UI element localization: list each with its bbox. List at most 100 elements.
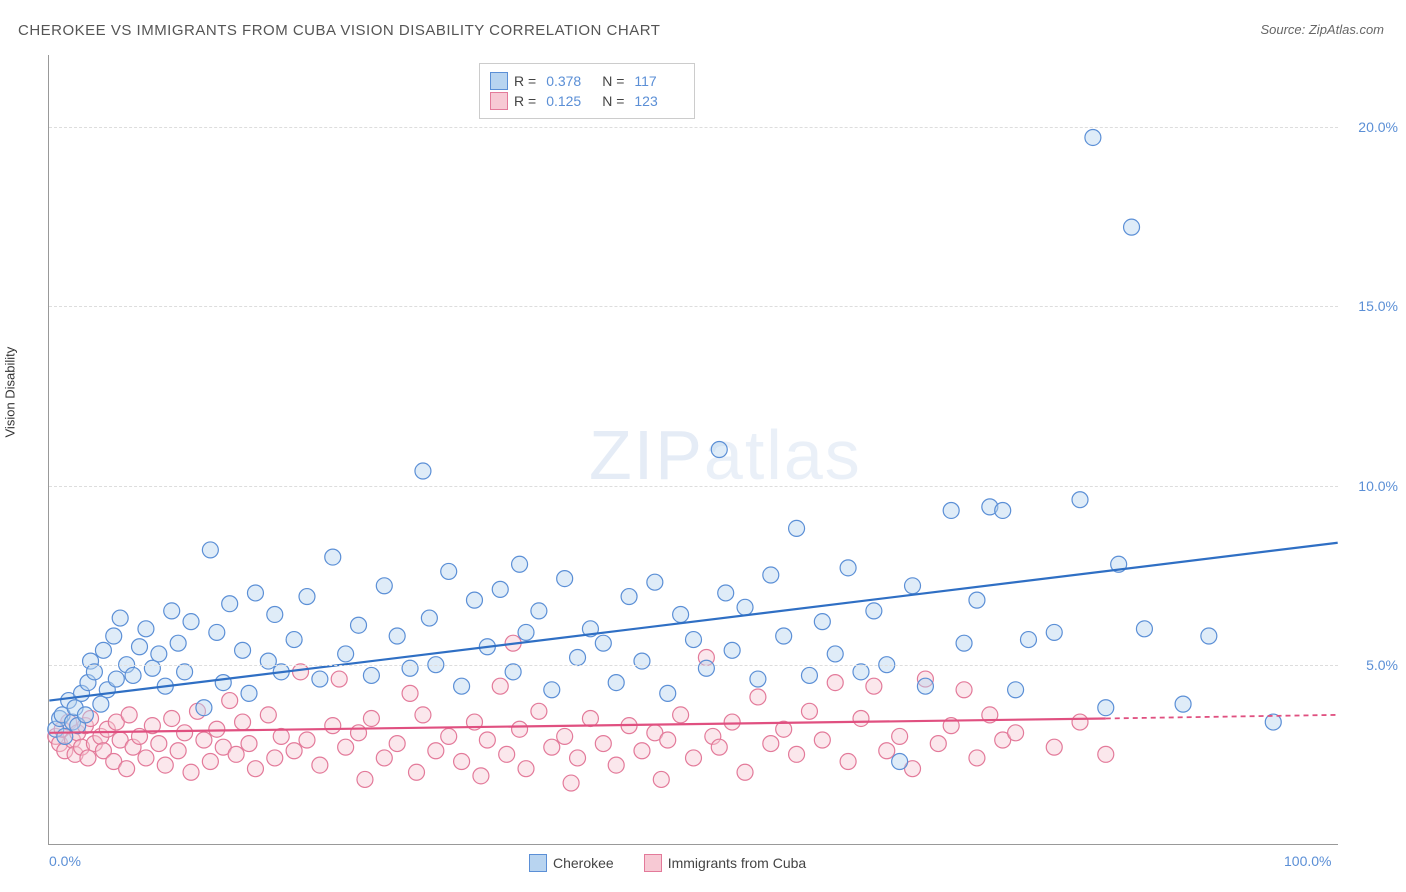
data-point xyxy=(634,653,650,669)
data-point xyxy=(840,560,856,576)
data-point xyxy=(151,646,167,662)
data-point xyxy=(138,750,154,766)
data-point xyxy=(235,714,251,730)
data-point xyxy=(917,678,933,694)
data-point xyxy=(202,542,218,558)
data-point xyxy=(376,750,392,766)
data-point xyxy=(621,589,637,605)
data-point xyxy=(1098,700,1114,716)
data-point xyxy=(454,754,470,770)
data-point xyxy=(421,610,437,626)
data-point xyxy=(389,736,405,752)
source-label: Source: ZipAtlas.com xyxy=(1260,22,1384,37)
data-point xyxy=(686,632,702,648)
data-point xyxy=(357,771,373,787)
x-tick-label: 0.0% xyxy=(49,853,81,869)
data-point xyxy=(750,671,766,687)
data-point xyxy=(80,750,96,766)
data-point xyxy=(1201,628,1217,644)
plot-area: ZIPatlas R = 0.378 N = 117 R = 0.125 N =… xyxy=(48,55,1338,845)
data-point xyxy=(750,689,766,705)
data-point xyxy=(286,632,302,648)
trendline-cuba-extrapolated xyxy=(1106,715,1338,719)
data-point xyxy=(827,675,843,691)
data-point xyxy=(866,678,882,694)
data-point xyxy=(77,707,93,723)
data-point xyxy=(1046,739,1062,755)
data-point xyxy=(454,678,470,694)
swatch-cherokee-icon xyxy=(529,854,547,872)
data-point xyxy=(653,771,669,787)
legend-label: Immigrants from Cuba xyxy=(668,855,806,871)
data-point xyxy=(789,746,805,762)
data-point xyxy=(183,614,199,630)
data-point xyxy=(827,646,843,662)
data-point xyxy=(544,739,560,755)
data-point xyxy=(892,754,908,770)
data-point xyxy=(286,743,302,759)
data-point xyxy=(1008,682,1024,698)
data-point xyxy=(866,603,882,619)
data-point xyxy=(247,585,263,601)
data-point xyxy=(814,614,830,630)
data-point xyxy=(557,571,573,587)
data-point xyxy=(660,685,676,701)
data-point xyxy=(518,624,534,640)
data-point xyxy=(608,757,624,773)
data-point xyxy=(531,603,547,619)
data-point xyxy=(711,739,727,755)
data-point xyxy=(415,463,431,479)
data-point xyxy=(943,502,959,518)
data-point xyxy=(479,732,495,748)
data-point xyxy=(331,671,347,687)
data-point xyxy=(801,703,817,719)
data-point xyxy=(247,761,263,777)
data-point xyxy=(209,624,225,640)
data-point xyxy=(351,617,367,633)
data-point xyxy=(969,750,985,766)
data-point xyxy=(1046,624,1062,640)
legend-series: Cherokee Immigrants from Cuba xyxy=(529,854,806,872)
data-point xyxy=(892,728,908,744)
data-point xyxy=(106,628,122,644)
data-point xyxy=(724,642,740,658)
data-point xyxy=(995,502,1011,518)
data-point xyxy=(389,628,405,644)
data-point xyxy=(170,743,186,759)
data-point xyxy=(608,675,624,691)
data-point xyxy=(789,520,805,536)
data-point xyxy=(512,721,528,737)
data-point xyxy=(132,639,148,655)
data-point xyxy=(428,743,444,759)
data-point xyxy=(409,764,425,780)
data-point xyxy=(121,707,137,723)
y-axis-label: Vision Disability xyxy=(3,347,18,438)
data-point xyxy=(267,750,283,766)
data-point xyxy=(157,757,173,773)
data-point xyxy=(466,592,482,608)
y-tick-label: 10.0% xyxy=(1358,478,1398,494)
y-tick-label: 15.0% xyxy=(1358,298,1398,314)
data-point xyxy=(499,746,515,762)
data-point xyxy=(570,750,586,766)
legend-item: Cherokee xyxy=(529,854,614,872)
data-point xyxy=(363,667,379,683)
gridline xyxy=(49,306,1338,307)
data-point xyxy=(1098,746,1114,762)
y-tick-label: 5.0% xyxy=(1366,657,1398,673)
data-point xyxy=(402,660,418,676)
data-point xyxy=(312,671,328,687)
data-point xyxy=(969,592,985,608)
data-point xyxy=(164,710,180,726)
data-point xyxy=(1124,219,1140,235)
data-point xyxy=(531,703,547,719)
data-point xyxy=(492,678,508,694)
data-point xyxy=(164,603,180,619)
data-point xyxy=(119,761,135,777)
data-point xyxy=(634,743,650,759)
data-point xyxy=(112,610,128,626)
data-point xyxy=(260,653,276,669)
legend-label: Cherokee xyxy=(553,855,614,871)
data-point xyxy=(177,725,193,741)
data-point xyxy=(563,775,579,791)
